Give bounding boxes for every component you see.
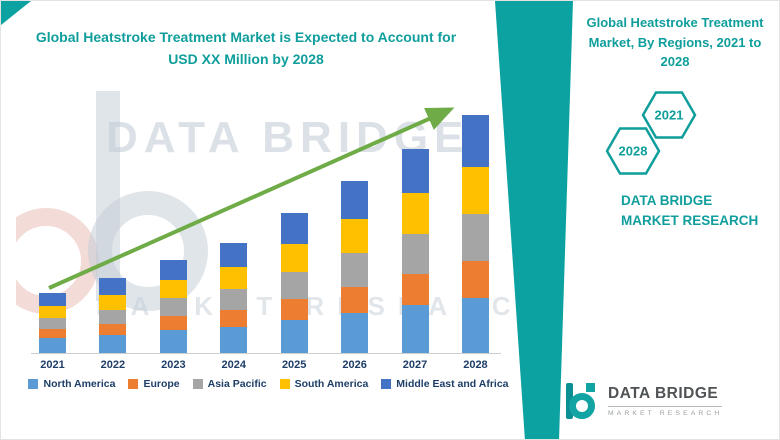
bar-segment-middle-east-and-africa xyxy=(39,293,66,306)
bar-segment-north-america xyxy=(159,330,187,353)
bar-segment-north-america xyxy=(220,327,248,353)
company-logo: DATA BRIDGE MARKET RESEARCH xyxy=(559,381,723,421)
bar-column: 2021 xyxy=(39,293,66,372)
x-axis-label: 2028 xyxy=(463,359,488,371)
bar-segment-south-america xyxy=(159,280,187,298)
bar-segment-middle-east-and-africa xyxy=(341,181,369,219)
bar-column: 2026 xyxy=(341,181,369,372)
bar-segment-middle-east-and-africa xyxy=(99,278,127,295)
bar-segment-asia-pacific xyxy=(461,214,489,261)
stacked-bar xyxy=(341,181,369,353)
stacked-bar xyxy=(39,293,66,353)
hexagon-2028: 2028 xyxy=(605,127,661,175)
bar-segment-south-america xyxy=(99,295,127,310)
legend-item: South America xyxy=(279,378,369,390)
bar-segment-europe xyxy=(99,324,127,335)
bar-segment-middle-east-and-africa xyxy=(220,243,248,267)
bar-segment-europe xyxy=(39,329,66,338)
logo-name: DATA BRIDGE xyxy=(608,385,719,402)
stacked-bar xyxy=(159,260,187,353)
x-axis-label: 2027 xyxy=(402,359,428,371)
bar-segment-north-america xyxy=(461,298,489,353)
stacked-bar xyxy=(280,213,308,353)
bar-column: 2028 xyxy=(461,115,489,372)
logo-divider xyxy=(608,406,723,407)
brand-caption: DATA BRIDGE MARKET RESEARCH xyxy=(621,193,759,228)
legend-swatch xyxy=(279,379,290,389)
bar-segment-south-america xyxy=(341,219,369,253)
hexagon-2021-label: 2021 xyxy=(655,108,684,123)
legend-label: Europe xyxy=(143,378,180,390)
corner-triangle xyxy=(1,1,31,25)
legend-label: South America xyxy=(294,378,369,390)
bar-segment-europe xyxy=(341,287,369,313)
bar-columns: 2021 2022 2023 2024 2025 2026 2027 2028 xyxy=(39,104,489,372)
legend-item: Middle East and Africa xyxy=(381,378,509,390)
bar-segment-asia-pacific xyxy=(280,272,308,299)
bar-column: 2024 xyxy=(220,243,248,372)
bar-segment-south-america xyxy=(220,267,248,289)
bar-segment-asia-pacific xyxy=(341,253,369,287)
legend-item: Europe xyxy=(128,378,180,390)
legend-swatch xyxy=(128,379,139,389)
bar-segment-europe xyxy=(220,310,248,327)
bar-column: 2023 xyxy=(159,260,187,372)
bar-segment-middle-east-and-africa xyxy=(280,213,308,244)
legend-label: Asia Pacific xyxy=(207,378,267,390)
legend-swatch xyxy=(381,379,392,389)
bar-segment-south-america xyxy=(461,167,489,214)
bar-segment-middle-east-and-africa xyxy=(159,260,187,280)
bar-segment-north-america xyxy=(280,320,308,353)
x-axis-label: 2022 xyxy=(100,359,126,371)
legend-swatch xyxy=(192,379,203,389)
bar-column: 2022 xyxy=(99,278,127,372)
bar-segment-north-america xyxy=(99,335,127,353)
x-axis-label: 2021 xyxy=(40,359,65,371)
bar-segment-europe xyxy=(159,316,187,330)
stacked-bar xyxy=(99,278,127,353)
bar-segment-middle-east-and-africa xyxy=(401,149,429,193)
stacked-bar xyxy=(461,115,489,353)
bar-segment-north-america xyxy=(401,305,429,353)
stacked-bar xyxy=(401,149,429,353)
bar-segment-south-america xyxy=(401,193,429,234)
logo-tagline: MARKET RESEARCH xyxy=(608,410,723,417)
diagonal-band xyxy=(495,1,573,439)
bar-segment-europe xyxy=(461,261,489,298)
bar-column: 2025 xyxy=(280,213,308,372)
stacked-bar xyxy=(220,243,248,353)
x-axis-label: 2025 xyxy=(281,359,307,371)
chart-title: Global Heatstroke Treatment Market is Ex… xyxy=(35,29,457,67)
bar-segment-asia-pacific xyxy=(159,298,187,316)
bar-segment-asia-pacific xyxy=(99,310,127,324)
x-axis-label: 2024 xyxy=(221,359,246,371)
bar-segment-north-america xyxy=(341,313,369,353)
legend-swatch xyxy=(28,379,39,389)
right-panel-title: Global Heatstroke Treatment Market, By R… xyxy=(586,15,764,69)
x-axis-label: 2023 xyxy=(161,359,186,371)
bar-segment-middle-east-and-africa xyxy=(461,115,489,167)
bar-segment-north-america xyxy=(39,338,66,353)
bar-segment-south-america xyxy=(39,306,66,318)
bar-segment-south-america xyxy=(280,244,308,272)
legend-label: Middle East and Africa xyxy=(396,378,509,390)
legend-item: North America xyxy=(28,378,115,390)
bar-segment-europe xyxy=(401,274,429,305)
databridge-logo-icon xyxy=(566,383,595,419)
legend: North America Europe Asia Pacific South Ame… xyxy=(11,378,526,390)
bar-segment-asia-pacific xyxy=(220,289,248,310)
x-axis-line xyxy=(31,353,501,354)
hexagon-2021: 2021 xyxy=(641,91,697,139)
bar-segment-asia-pacific xyxy=(39,318,66,329)
legend-item: Asia Pacific xyxy=(192,378,267,390)
legend-label: North America xyxy=(43,378,116,390)
x-axis-label: 2026 xyxy=(342,359,367,371)
bar-column: 2027 xyxy=(401,149,429,372)
bar-segment-europe xyxy=(280,299,308,320)
bar-segment-asia-pacific xyxy=(401,234,429,274)
hexagon-2028-label: 2028 xyxy=(619,144,648,159)
